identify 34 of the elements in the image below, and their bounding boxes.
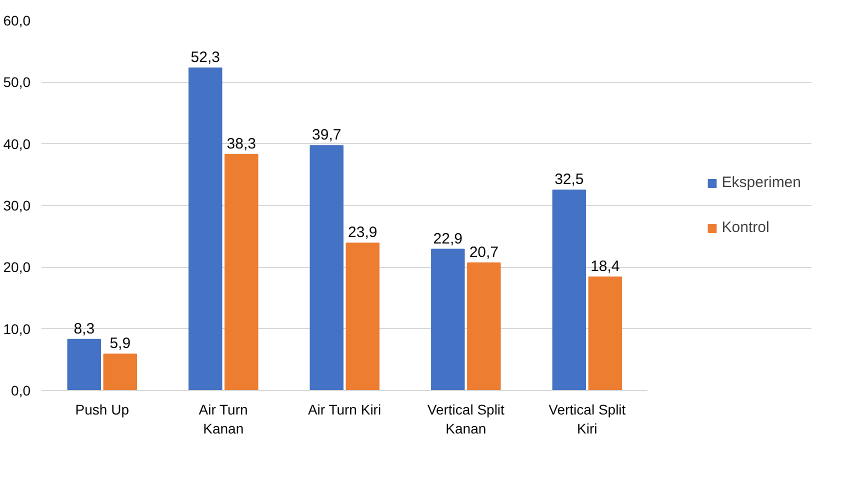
data-label: 32,5 (554, 171, 584, 188)
y-tick-label: 10,0 (3, 320, 31, 337)
bar (188, 67, 222, 390)
x-tick-label: Vertical Split Kanan (427, 402, 505, 437)
bar (224, 154, 258, 390)
data-label: 52,3 (190, 48, 220, 66)
x-tick-label: Air Turn Kiri (308, 402, 382, 418)
legend-label: Eksperimen (722, 174, 801, 191)
y-tick-label: 50,0 (3, 74, 31, 90)
bar (467, 262, 501, 390)
bar (103, 354, 138, 390)
data-label: 20,7 (469, 244, 499, 261)
bar (310, 145, 344, 390)
y-tick-label: 0,0 (11, 382, 31, 398)
bar (346, 242, 380, 390)
data-label: 38,3 (226, 135, 256, 152)
y-tick-label: 60,0 (3, 12, 31, 28)
data-label: 39,7 (312, 126, 342, 144)
y-tick-label: 30,0 (3, 198, 31, 214)
x-tick-label: Air Turn Kanan (198, 402, 248, 437)
bar (67, 338, 101, 390)
data-label: 18,4 (590, 258, 620, 276)
data-label: 22,9 (433, 230, 463, 248)
x-tick-label: Push Up (75, 402, 130, 418)
y-tick-label: 20,0 (3, 259, 31, 276)
y-tick-label: 40,0 (3, 136, 31, 152)
data-label: 8,3 (74, 320, 95, 338)
bar (552, 190, 586, 390)
bar (588, 276, 622, 390)
legend-label: Kontrol (722, 219, 770, 236)
data-label: 5,9 (110, 335, 131, 352)
bar (431, 248, 465, 390)
x-tick-label: Vertical Split Kiri (548, 402, 626, 437)
data-label: 23,9 (348, 224, 378, 242)
